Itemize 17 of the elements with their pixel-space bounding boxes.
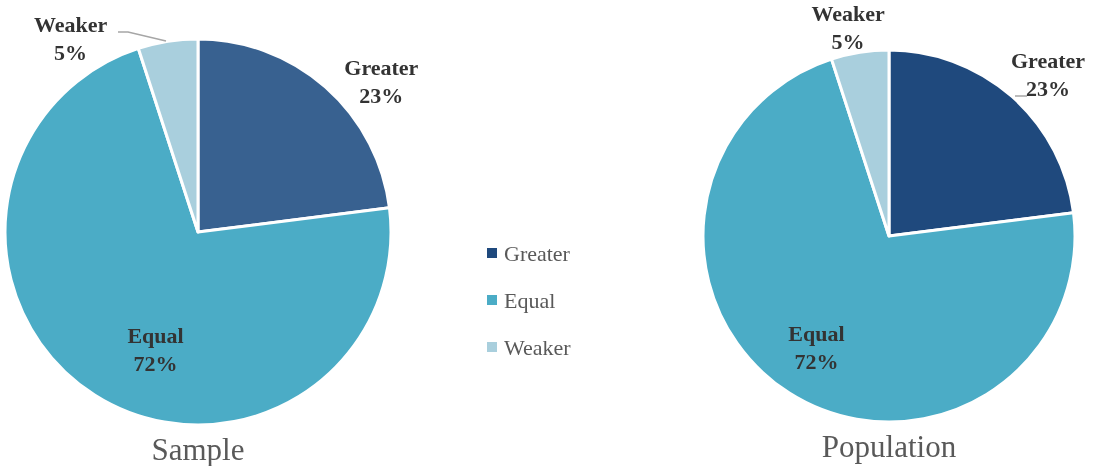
data-label: 23% (1026, 76, 1071, 102)
slice-label: Weaker (811, 1, 885, 27)
slice-label: Greater (344, 54, 419, 80)
text: Population (821, 428, 957, 464)
data-label: 5% (831, 29, 865, 55)
slice-label: Equal (127, 323, 184, 349)
text: Sample (151, 431, 245, 466)
legend-label: Equal (504, 287, 556, 313)
data-label: 5% (54, 39, 88, 65)
legend-label: Weaker (504, 334, 572, 360)
legend-label: Greater (504, 240, 571, 266)
data-label: 72% (133, 351, 178, 377)
slice-label: Weaker (33, 11, 108, 37)
slice-label: Greater (1010, 48, 1086, 74)
slice-label: Equal (788, 321, 845, 347)
data-label: 23% (359, 82, 404, 108)
data-label: 72% (794, 349, 839, 375)
